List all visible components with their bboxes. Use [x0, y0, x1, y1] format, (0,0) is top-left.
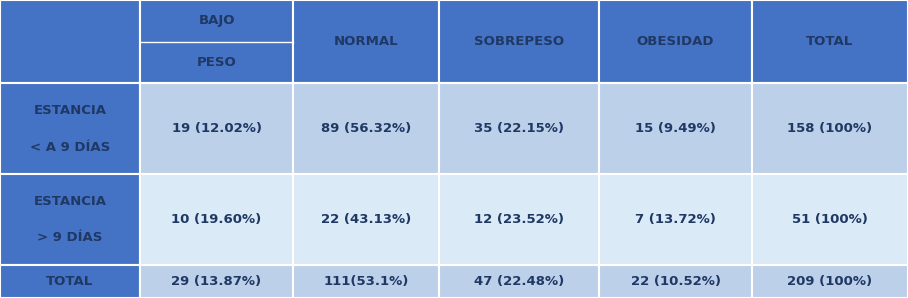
- Bar: [752, 265, 908, 298]
- Bar: [439, 0, 599, 83]
- Bar: [752, 83, 908, 174]
- Text: 89 (56.32%): 89 (56.32%): [321, 122, 411, 135]
- Bar: [752, 174, 908, 265]
- Text: 35 (22.15%): 35 (22.15%): [474, 122, 564, 135]
- Text: 15 (9.49%): 15 (9.49%): [635, 122, 716, 135]
- Text: < A 9 DÍAS: < A 9 DÍAS: [30, 141, 110, 153]
- Text: TOTAL: TOTAL: [806, 35, 854, 48]
- Text: 10 (19.60%): 10 (19.60%): [172, 213, 262, 226]
- Bar: [293, 265, 439, 298]
- Text: OBESIDAD: OBESIDAD: [637, 35, 715, 48]
- Bar: [293, 174, 439, 265]
- Text: ESTANCIA: ESTANCIA: [34, 195, 106, 208]
- Bar: [752, 0, 908, 83]
- Bar: [0, 265, 140, 298]
- Bar: [293, 0, 439, 83]
- Text: 47 (22.48%): 47 (22.48%): [474, 275, 564, 288]
- Text: 7 (13.72%): 7 (13.72%): [635, 213, 716, 226]
- Text: 29 (13.87%): 29 (13.87%): [172, 275, 262, 288]
- Bar: [599, 265, 752, 298]
- Bar: [0, 83, 140, 174]
- Bar: [439, 83, 599, 174]
- Bar: [0, 174, 140, 265]
- Bar: [140, 0, 293, 83]
- Bar: [140, 83, 293, 174]
- Text: > 9 DÍAS: > 9 DÍAS: [37, 232, 103, 244]
- Bar: [140, 174, 293, 265]
- Text: PESO: PESO: [197, 56, 236, 69]
- Bar: [599, 0, 752, 83]
- Text: 158 (100%): 158 (100%): [787, 122, 873, 135]
- Text: 19 (12.02%): 19 (12.02%): [172, 122, 262, 135]
- Text: NORMAL: NORMAL: [333, 35, 399, 48]
- Text: TOTAL: TOTAL: [46, 275, 94, 288]
- Text: ESTANCIA: ESTANCIA: [34, 104, 106, 117]
- Text: BAJO: BAJO: [198, 14, 235, 27]
- Text: 22 (43.13%): 22 (43.13%): [321, 213, 411, 226]
- Text: 22 (10.52%): 22 (10.52%): [630, 275, 721, 288]
- Text: 51 (100%): 51 (100%): [792, 213, 868, 226]
- Bar: [293, 83, 439, 174]
- Text: 111(53.1%): 111(53.1%): [323, 275, 409, 288]
- Bar: [0, 0, 140, 83]
- Bar: [599, 83, 752, 174]
- Text: SOBREPESO: SOBREPESO: [474, 35, 564, 48]
- Bar: [439, 174, 599, 265]
- Text: 12 (23.52%): 12 (23.52%): [474, 213, 564, 226]
- Bar: [599, 174, 752, 265]
- Bar: [140, 265, 293, 298]
- Bar: [439, 265, 599, 298]
- Text: 209 (100%): 209 (100%): [787, 275, 873, 288]
